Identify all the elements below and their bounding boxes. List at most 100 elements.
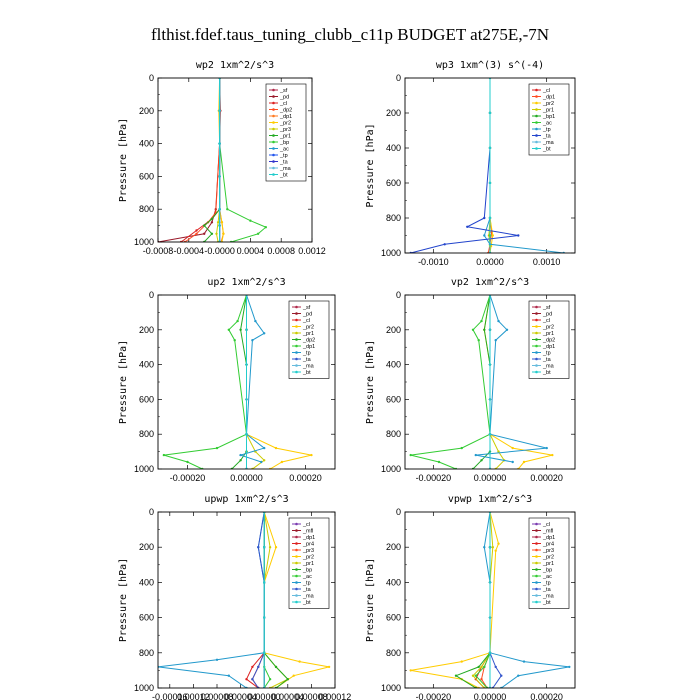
x-tick-label: 0.00004 — [272, 692, 305, 700]
legend-marker — [535, 357, 538, 361]
y-tick-label: 600 — [139, 171, 154, 181]
x-tick-label: 0.00000 — [230, 473, 263, 483]
series-line-bp — [219, 78, 267, 242]
series-point-ta — [443, 243, 446, 246]
series-point-bt — [218, 142, 221, 145]
legend-marker — [295, 318, 298, 322]
legend-marker — [535, 338, 538, 341]
series-point-pr3 — [480, 678, 483, 681]
series-line-dp1 — [163, 295, 248, 469]
series-point-bp — [274, 665, 278, 669]
series-point-tp — [483, 546, 486, 549]
series-point-pr2 — [274, 446, 278, 450]
legend-marker — [535, 351, 538, 354]
legend-marker — [535, 305, 538, 309]
series-point-pr2 — [327, 665, 331, 669]
legend-marker — [295, 555, 298, 558]
x-tick-label: -0.0008 — [143, 246, 174, 256]
legend-marker — [295, 542, 298, 545]
series-point-tp — [483, 234, 486, 237]
series-point-dp2 — [483, 328, 486, 331]
panel-title: upwp 1xm^2/s^3 — [204, 494, 288, 505]
y-tick-label: 600 — [386, 613, 401, 623]
series-point-bp — [249, 219, 252, 222]
legend-marker — [272, 127, 275, 131]
x-tick-label: 0.0004 — [237, 246, 265, 256]
panel-title: vpwp 1xm^2/s^3 — [448, 494, 532, 505]
plot-frame — [404, 77, 576, 254]
legend-label-ma: _ma — [302, 594, 315, 600]
series-point-bt — [488, 651, 492, 654]
legend-label-dp1: _dp1 — [302, 344, 315, 350]
legend-marker — [295, 305, 298, 309]
legend-label-tp: _tp — [302, 581, 311, 587]
legend-marker — [272, 140, 275, 144]
series-point-ta — [494, 665, 497, 669]
legend-label-pd: _pd — [279, 95, 289, 101]
legend-marker — [535, 594, 538, 597]
y-tick-label: 600 — [386, 178, 401, 188]
legend-marker — [295, 357, 298, 361]
legend-label-cl: _cl — [542, 522, 550, 528]
series-point-pr2 — [409, 669, 412, 672]
plot-frame — [157, 294, 336, 470]
x-tick-label: 0.00004 — [224, 692, 257, 700]
series-point-tp — [522, 660, 526, 663]
y-tick-label: 200 — [386, 325, 401, 335]
y-tick-label: 400 — [139, 577, 154, 587]
series-point-pr2 — [220, 221, 224, 224]
series-point-bt — [488, 181, 492, 185]
legend-marker — [535, 312, 538, 315]
series-point-bt — [488, 433, 492, 436]
series-point-pr4 — [251, 665, 254, 669]
series-point-bt — [218, 109, 221, 113]
y-tick-label: 0 — [396, 507, 401, 517]
y-tick-label: 0 — [396, 290, 401, 300]
legend-label-ma: _ma — [542, 364, 555, 370]
legend-marker — [272, 160, 275, 163]
y-tick-label: 200 — [139, 106, 154, 116]
series-point-pr2 — [494, 549, 497, 552]
series-point-tp — [260, 460, 263, 464]
series-group — [409, 295, 554, 469]
legend-marker — [295, 568, 298, 571]
legend-label-sf: _sf — [302, 305, 311, 311]
series-point-pr2 — [274, 546, 278, 549]
series-point-bt — [488, 398, 492, 401]
legend-marker — [272, 114, 275, 118]
panel-1: wp2 1xm^2/s^3 Pressure [hPa] 0 200 400 600 800… — [118, 60, 326, 256]
legend-marker — [535, 522, 538, 526]
series-point-pd — [210, 221, 214, 224]
y-tick-label: 1000 — [134, 683, 154, 693]
series-point-tp — [494, 339, 497, 342]
series-point-dp2 — [239, 328, 242, 331]
series-point-ta — [500, 674, 503, 677]
legend-marker — [295, 561, 298, 565]
y-axis-label: Pressure [hPa] — [118, 118, 129, 202]
series-point-bt — [488, 328, 492, 331]
y-tick-label: 1000 — [134, 464, 154, 474]
series-point-bt — [245, 363, 248, 366]
y-tick-label: 800 — [139, 648, 154, 658]
legend-marker — [535, 600, 538, 604]
legend-label-bp: _bp — [279, 140, 289, 146]
series-point-tp — [263, 446, 266, 450]
legend-marker — [295, 600, 298, 604]
series-point-tp — [505, 328, 509, 331]
plot-frame — [404, 294, 576, 470]
series-point-tp — [511, 460, 514, 464]
series-line-dp2 — [184, 78, 221, 242]
series-point-bt — [263, 546, 266, 549]
y-tick-label: 200 — [386, 542, 401, 552]
legend-label-pr2: _pr2 — [279, 121, 291, 127]
legend-marker — [295, 351, 298, 354]
y-tick-label: 800 — [386, 213, 401, 223]
figure-title: flthist.fdef.taus_tuning_clubb_c11p BUDG… — [151, 25, 549, 44]
legend-label-ac: _ac — [542, 121, 552, 127]
series-line-pr1 — [263, 512, 289, 688]
y-axis-label: Pressure [hPa] — [365, 558, 376, 642]
y-tick-label: 600 — [139, 394, 154, 404]
series-group — [162, 295, 313, 469]
legend-label-bt: _bt — [302, 600, 311, 606]
